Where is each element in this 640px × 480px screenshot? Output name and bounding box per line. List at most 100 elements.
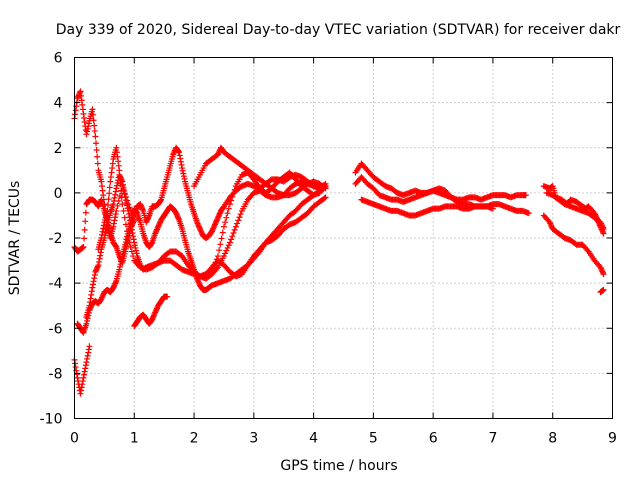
data-point: [219, 229, 226, 236]
data-point: [218, 235, 225, 242]
y-tick-label: 4: [54, 96, 63, 112]
y-tick-label: 6: [54, 51, 63, 67]
data-point: [226, 239, 233, 246]
x-tick-label: 9: [608, 431, 617, 447]
y-tick-label: -4: [49, 276, 63, 292]
data-point: [220, 223, 227, 230]
data-point: [226, 201, 233, 208]
data-point: [222, 219, 229, 226]
x-tick-label: 1: [130, 431, 139, 447]
data-point: [223, 247, 230, 254]
data-point: [234, 220, 241, 227]
data-point: [118, 194, 125, 201]
data-point: [222, 250, 229, 257]
series-trace-7: [131, 293, 171, 329]
data-point: [106, 184, 113, 191]
chart-title: Day 339 of 2020, Sidereal Day-to-day VTE…: [56, 22, 621, 38]
data-point: [127, 244, 134, 251]
data-point: [231, 226, 238, 233]
data-point: [322, 194, 329, 201]
data-point: [489, 205, 496, 212]
data-point: [214, 253, 221, 260]
data-point: [86, 343, 93, 350]
axis-ticks: 0 1 2 3 4 5 6 7 8 9 -10 -8 -6 -4 -2 0 2 4 6: [40, 51, 617, 447]
data-point: [90, 117, 97, 124]
y-tick-label: -8: [49, 366, 63, 382]
data-point: [224, 244, 231, 251]
data-point: [82, 218, 89, 225]
data-point: [91, 128, 98, 135]
data-marks: [71, 88, 607, 397]
data-point: [229, 193, 236, 200]
data-point: [230, 190, 237, 197]
series-trace-6: [95, 144, 329, 282]
series-trace-16: [597, 286, 607, 296]
data-point: [220, 253, 227, 260]
data-point: [105, 196, 112, 203]
data-point: [213, 256, 220, 263]
x-tick-label: 0: [70, 431, 79, 447]
data-point: [94, 153, 101, 160]
data-point: [80, 244, 87, 251]
data-point: [600, 271, 607, 278]
y-axis-label: SDTVAR / TECUs: [7, 181, 23, 296]
data-point: [119, 201, 126, 208]
data-point: [212, 259, 219, 266]
data-point: [249, 174, 256, 181]
data-point: [124, 228, 131, 235]
x-tick-label: 2: [190, 431, 199, 447]
data-point: [231, 186, 238, 193]
data-point: [237, 211, 244, 218]
data-point: [525, 210, 532, 217]
data-point: [321, 195, 328, 202]
series-trace-15: [540, 212, 607, 278]
y-tick-label: -6: [49, 321, 63, 337]
data-point: [322, 183, 329, 190]
data-point: [104, 202, 111, 209]
data-point: [91, 122, 98, 129]
x-tick-label: 8: [548, 431, 557, 447]
data-point: [232, 223, 239, 230]
data-point: [235, 217, 242, 224]
data-point: [230, 230, 237, 237]
series-trace-12: [358, 196, 496, 219]
data-point: [118, 187, 125, 194]
y-tick-label: 0: [54, 186, 63, 202]
data-point: [600, 286, 607, 293]
series-trace-9: [208, 169, 329, 275]
series-trace-10: [352, 160, 529, 203]
data-point: [93, 147, 100, 154]
data-point: [106, 190, 113, 197]
series-trace-2: [71, 343, 93, 397]
data-point: [229, 233, 236, 240]
data-point: [117, 180, 124, 187]
data-point: [321, 184, 328, 191]
x-axis-label: GPS time / hours: [280, 458, 397, 474]
data-point: [104, 207, 111, 214]
data-point: [164, 293, 171, 300]
data-point: [81, 235, 88, 242]
x-tick-label: 6: [429, 431, 438, 447]
data-point: [228, 236, 235, 243]
data-point: [94, 160, 101, 167]
data-point: [93, 140, 100, 147]
data-point: [90, 111, 97, 118]
data-point: [600, 225, 607, 232]
x-tick-label: 7: [488, 431, 497, 447]
data-point: [130, 253, 137, 260]
data-point: [116, 167, 123, 174]
data-point: [121, 214, 128, 221]
data-point: [128, 248, 135, 255]
data-point: [122, 221, 129, 228]
data-point: [216, 247, 223, 254]
data-point: [584, 247, 591, 254]
data-point: [224, 210, 231, 217]
data-point: [217, 241, 224, 248]
data-point: [89, 106, 96, 113]
data-point: [116, 174, 123, 181]
data-point: [92, 133, 99, 140]
data-point: [228, 197, 235, 204]
data-point: [81, 226, 88, 233]
data-point: [120, 207, 127, 214]
data-point: [113, 207, 120, 214]
